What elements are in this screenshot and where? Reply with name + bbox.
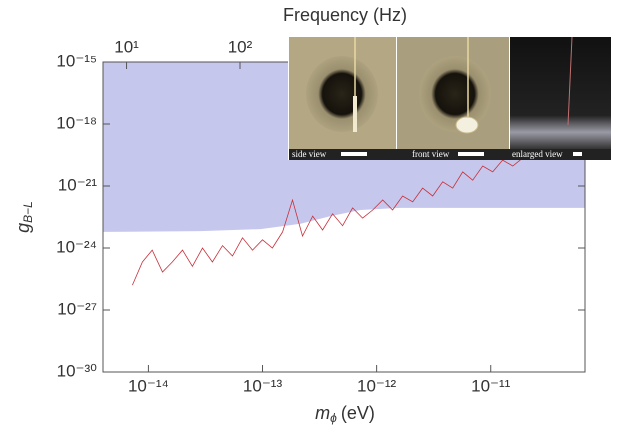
data-line — [132, 157, 524, 286]
top-axis-title: Frequency (Hz) — [283, 5, 407, 25]
y-tick-label: 10⁻²⁷ — [57, 299, 97, 318]
photo-hole — [419, 56, 491, 132]
y-tick-label: 10⁻¹⁵ — [56, 51, 97, 70]
scale-bar — [341, 152, 367, 156]
scale-bar — [458, 152, 484, 156]
photo-hole — [306, 56, 378, 132]
x-tick-label: 10⁻¹³ — [243, 376, 283, 395]
y-tick-label: 10⁻²⁴ — [56, 237, 97, 256]
photo-enlarged — [510, 37, 611, 149]
y-axis-title: gB−L — [13, 201, 35, 233]
x-tick-label: 10⁻¹² — [357, 376, 397, 395]
photo-sample — [353, 96, 357, 132]
photo-wire — [567, 36, 573, 126]
x-axis-title: mϕ (eV) — [315, 403, 375, 425]
caption: side view — [292, 149, 327, 159]
scale-bar — [573, 152, 582, 156]
photo-sample — [455, 116, 479, 134]
x-tick-label: 10⁻¹⁴ — [128, 376, 169, 395]
y-tick-label: 10⁻³⁰ — [57, 361, 98, 380]
caption: enlarged view — [512, 149, 563, 159]
y-tick-label: 10⁻²¹ — [58, 175, 98, 194]
y-tick-label: 10⁻¹⁸ — [56, 113, 97, 132]
caption-bar — [289, 149, 611, 160]
inset-photos: side view front view enlarged view — [288, 36, 612, 160]
x2-tick-label: 10¹ — [114, 37, 139, 56]
caption: front view — [412, 149, 450, 159]
x-tick-label: 10⁻¹¹ — [471, 376, 511, 395]
x2-tick-label: 10² — [228, 37, 253, 56]
